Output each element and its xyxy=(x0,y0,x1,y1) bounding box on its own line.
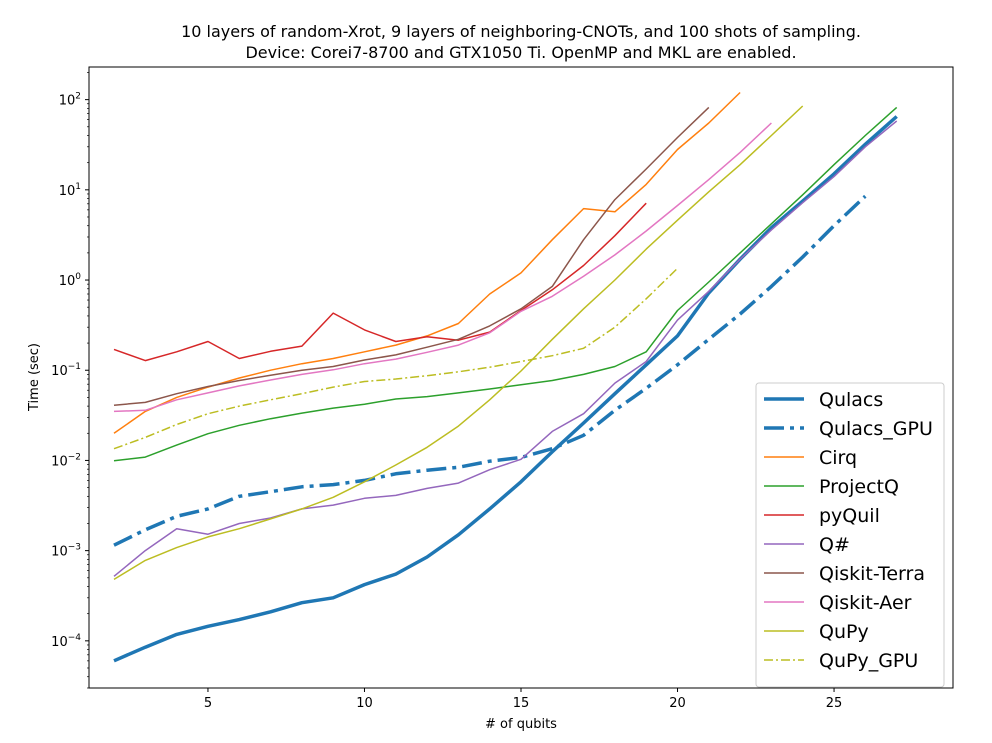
legend-label-qupy: QuPy xyxy=(819,621,869,643)
y-axis-label: Time (sec) xyxy=(27,343,42,412)
y-tick-label: 10−4 xyxy=(51,633,81,650)
legend-label-qulacs-gpu: Qulacs_GPU xyxy=(819,418,933,440)
chart-title-line-1: 10 layers of random-Xrot, 9 layers of ne… xyxy=(181,22,861,41)
x-tick-label: 10 xyxy=(356,696,373,711)
series-line-pyquil xyxy=(113,202,647,362)
y-tick-label: 10−1 xyxy=(51,362,81,379)
series-line-projectq xyxy=(113,106,898,462)
y-axis: 10−4 10−3 10−2 10−1 100 101 102 xyxy=(51,72,89,689)
y-tick-label: 10−2 xyxy=(51,452,81,469)
series-line-qiskit-terra xyxy=(113,106,710,406)
x-tick-label: 15 xyxy=(513,696,530,711)
legend-label-cirq: Cirq xyxy=(819,447,857,469)
legend-label-qulacs: Qulacs xyxy=(819,389,883,411)
series-line-qiskit-aer xyxy=(113,122,772,413)
x-axis-label: # of qubits xyxy=(485,717,557,732)
series-layer xyxy=(113,91,898,663)
y-tick-label: 100 xyxy=(59,272,82,289)
legend-label-pyquil: pyQuil xyxy=(819,505,880,527)
legend-label-qiskit-terra: Qiskit-Terra xyxy=(819,563,925,585)
x-axis: 5 10 15 20 25 xyxy=(204,688,843,711)
legend-label-projectq: ProjectQ xyxy=(819,476,899,498)
series-line-qulacs-gpu xyxy=(113,194,867,547)
legend-label-qupy-gpu: QuPy_GPU xyxy=(819,650,918,672)
y-tick-label: 101 xyxy=(59,182,81,199)
series-line-qulacs xyxy=(113,115,898,663)
legend: Qulacs Qulacs_GPU Cirq ProjectQ pyQuil Q# Qisk… xyxy=(755,382,945,688)
x-tick-label: 25 xyxy=(826,696,843,711)
legend-label-qsharp: Q# xyxy=(819,534,850,556)
y-tick-label: 10−3 xyxy=(51,543,81,560)
y-tick-label: 102 xyxy=(59,92,81,109)
series-line-qupy xyxy=(113,105,804,581)
legend-box xyxy=(755,382,945,688)
series-line-qsharp xyxy=(113,120,898,577)
chart-title-line-2: Device: Corei7-8700 and GTX1050 Ti. Open… xyxy=(245,43,796,62)
series-line-qupy-gpu xyxy=(113,267,679,450)
x-tick-label: 20 xyxy=(669,696,686,711)
x-tick-label: 5 xyxy=(204,696,212,711)
legend-label-qiskit-aer: Qiskit-Aer xyxy=(819,592,912,614)
